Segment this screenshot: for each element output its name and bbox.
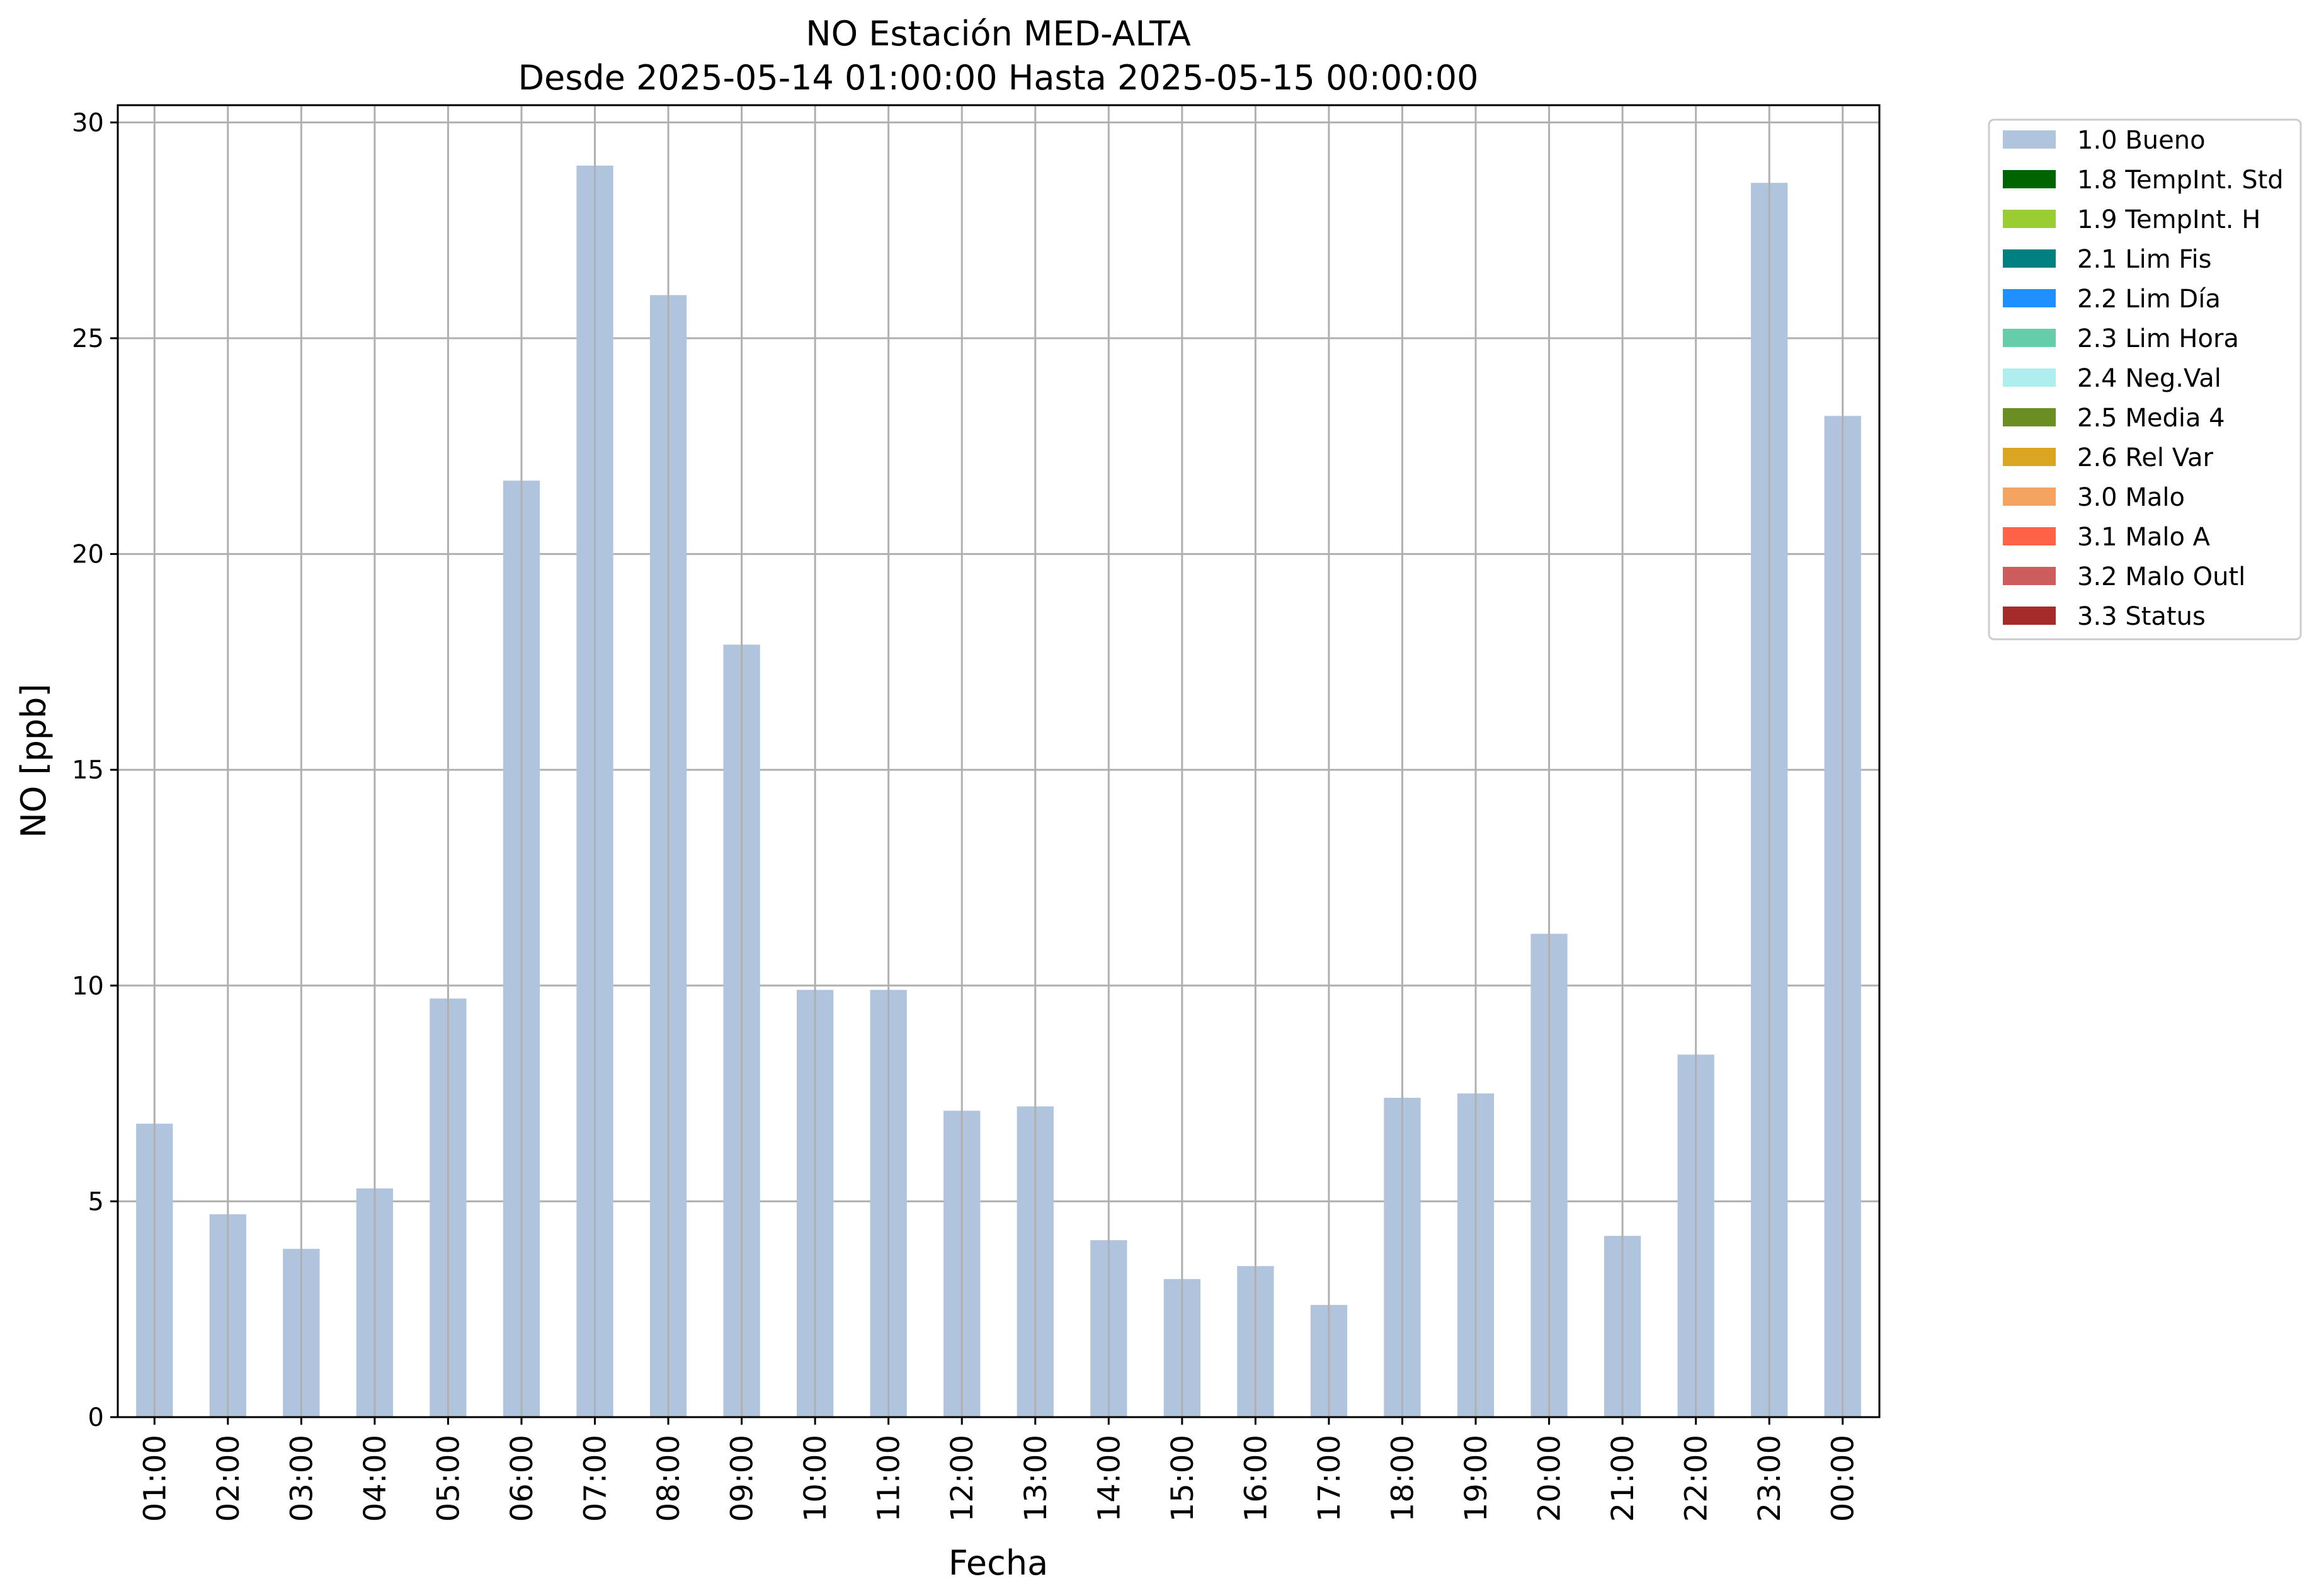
x-tick-label: 21:00 — [1605, 1435, 1641, 1522]
legend-label: 1.9 TempInt. H — [2077, 205, 2260, 234]
legend-swatch — [2003, 607, 2056, 625]
x-tick-label: 15:00 — [1165, 1435, 1200, 1522]
legend-label: 3.0 Malo — [2077, 483, 2185, 512]
legend-label: 2.3 Lim Hora — [2077, 324, 2239, 353]
grid — [118, 121, 1879, 1418]
x-tick-label: 17:00 — [1312, 1435, 1347, 1522]
legend-label: 2.6 Rel Var — [2077, 443, 2214, 472]
x-tick-label: 10:00 — [798, 1435, 833, 1522]
chart-title: NO Estación MED-ALTA — [806, 14, 1191, 54]
bars — [136, 165, 1861, 1418]
legend-label: 2.5 Media 4 — [2077, 404, 2225, 433]
x-tick-label: 18:00 — [1385, 1435, 1420, 1522]
x-tick-label: 06:00 — [504, 1435, 540, 1522]
x-tick-label: 02:00 — [211, 1435, 246, 1522]
legend-swatch — [2003, 448, 2056, 466]
x-tick-label: 13:00 — [1018, 1435, 1054, 1522]
x-tick-label: 23:00 — [1752, 1435, 1787, 1522]
legend-label: 1.0 Bueno — [2077, 126, 2206, 155]
legend-label: 3.3 Status — [2077, 602, 2206, 631]
y-tick-label: 15 — [72, 756, 104, 785]
legend-swatch — [2003, 170, 2056, 188]
x-tick-label: 20:00 — [1532, 1435, 1568, 1522]
x-tick-label: 12:00 — [945, 1435, 980, 1522]
legend-swatch — [2003, 487, 2056, 506]
y-tick-label: 5 — [88, 1187, 104, 1216]
legend-swatch — [2003, 249, 2056, 268]
x-tick-label: 14:00 — [1091, 1435, 1127, 1522]
y-tick-label: 20 — [72, 540, 104, 569]
legend-label: 2.2 Lim Día — [2077, 285, 2221, 314]
legend-swatch — [2003, 567, 2056, 585]
x-tick-label: 03:00 — [284, 1435, 319, 1522]
legend-label: 2.1 Lim Fis — [2077, 245, 2211, 274]
x-tick-label: 01:00 — [137, 1435, 173, 1522]
x-tick-label: 11:00 — [872, 1435, 907, 1522]
legend-swatch — [2003, 368, 2056, 387]
legend: 1.0 Bueno 1.8 TempInt. Std 1.9 TempInt. H 2… — [1988, 118, 2302, 641]
legend-label: 1.8 TempInt. Std — [2077, 166, 2284, 195]
y-tick-label: 30 — [72, 108, 104, 137]
legend-label: 3.1 Malo A — [2077, 523, 2211, 552]
x-tick-label: 04:00 — [358, 1435, 393, 1522]
x-tick-label: 08:00 — [651, 1435, 687, 1522]
x-tick-label: 22:00 — [1679, 1435, 1714, 1522]
y-tick-label: 10 — [72, 972, 104, 1001]
legend-items: 1.0 Bueno 1.8 TempInt. Std 1.9 TempInt. H 2… — [2003, 126, 2284, 631]
x-tick-label: 07:00 — [578, 1435, 613, 1522]
y-tick-label: 25 — [72, 324, 104, 353]
legend-frame — [1988, 118, 2302, 641]
x-tick-label: 00:00 — [1826, 1435, 1861, 1522]
legend-swatch — [2003, 408, 2056, 426]
y-axis-label: NO [ppb] — [14, 683, 54, 838]
y-tick-label: 0 — [88, 1403, 104, 1432]
x-tick-label: 19:00 — [1459, 1435, 1494, 1522]
x-tick-label: 05:00 — [431, 1435, 466, 1522]
x-tick-label: 09:00 — [725, 1435, 760, 1522]
chart-subtitle: Desde 2025-05-14 01:00:00 Hasta 2025-05-… — [518, 58, 1478, 98]
y-axis-ticks: 0 5 10 15 20 25 30 — [72, 108, 118, 1432]
x-tick-label: 16:00 — [1238, 1435, 1273, 1522]
legend-swatch — [2003, 289, 2056, 307]
x-axis-label: Fecha — [949, 1543, 1048, 1583]
legend-label: 2.4 Neg.Val — [2077, 364, 2221, 393]
x-axis-ticks: 01:00 02:00 03:00 04:00 05:00 06:00 07:00 08:00… — [137, 1417, 1861, 1522]
legend-swatch — [2003, 210, 2056, 228]
legend-swatch — [2003, 527, 2056, 545]
legend-label: 3.2 Malo Outl — [2077, 562, 2245, 591]
x-gridlines — [153, 105, 1844, 1417]
legend-swatch — [2003, 130, 2056, 149]
legend-swatch — [2003, 329, 2056, 347]
plot-frame — [117, 104, 1881, 1418]
